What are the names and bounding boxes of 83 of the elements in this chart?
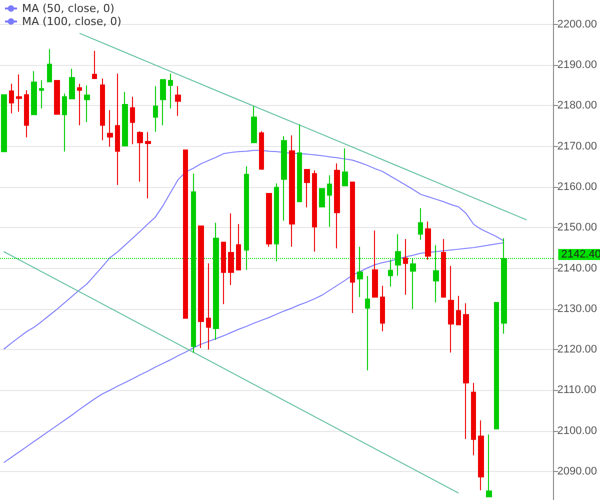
candlestick: [441, 238, 446, 298]
candlestick: [357, 246, 363, 298]
candlestick: [244, 166, 249, 270]
y-tick-label: 2090.00: [557, 466, 598, 478]
y-tick-label: 2150.00: [557, 222, 598, 234]
candlestick: [1, 94, 7, 152]
candlestick: [403, 238, 408, 296]
y-tick-label: 2130.00: [557, 302, 598, 315]
candlestick: [289, 134, 295, 248]
y-tick-label: 2110.00: [557, 384, 596, 396]
candlestick: [410, 258, 416, 310]
candlestick: [137, 130, 143, 182]
y-tick-label: 2160.00: [557, 180, 598, 193]
candlestick: [145, 132, 151, 199]
candlestick: [448, 265, 454, 353]
candlestick: [350, 182, 355, 314]
candlestick: [425, 221, 431, 260]
candlestick: [471, 382, 476, 456]
candlestick: [342, 148, 348, 186]
candlestick: [478, 420, 484, 491]
candlestick: [130, 96, 135, 145]
candlestick: [107, 110, 113, 148]
candlestick: [486, 434, 492, 498]
candlestick: [274, 182, 279, 262]
candlestick: [433, 244, 439, 303]
line-series: [79, 32, 528, 220]
legend-label: MA (50, close, 0): [22, 2, 114, 15]
candlestick: [39, 80, 44, 110]
candlestick: [463, 302, 469, 440]
candlestick: [365, 276, 370, 371]
y-tick-label: 2200.00: [557, 18, 598, 30]
candlestick: [62, 92, 67, 152]
candlestick: [183, 150, 188, 319]
candlestick: [47, 48, 52, 82]
candlestick: [54, 80, 60, 115]
candlestick: [160, 79, 166, 126]
candlestick: [69, 68, 75, 100]
line-series: [3, 251, 460, 494]
y-tick-label: 2100.00: [557, 424, 598, 437]
candlestick: [221, 242, 226, 305]
candlestick: [16, 74, 22, 112]
candlestick: [213, 222, 219, 340]
candlestick: [259, 130, 264, 170]
candlestick: [334, 162, 340, 249]
candlestick: [9, 83, 14, 114]
candlestick: [418, 208, 423, 240]
candlestick: [251, 106, 257, 144]
candlestick: [319, 188, 325, 208]
candlestick: [372, 230, 378, 298]
candlestick: [327, 174, 332, 228]
candlestick: [388, 259, 393, 288]
candlestick: [31, 70, 37, 116]
candlestick: [395, 234, 401, 276]
candlestick: [153, 86, 158, 132]
legend-label: MA (100, close, 0): [22, 15, 122, 28]
candlestick: [501, 238, 507, 334]
candlestick: [168, 73, 173, 110]
candlestick: [228, 212, 234, 286]
candlestick: [206, 262, 211, 350]
y-tick-label: 2120.00: [557, 344, 598, 356]
candlestick: [380, 285, 385, 332]
y-tick-label: 2180.00: [557, 100, 598, 112]
candlestick: [456, 295, 461, 326]
candlestick: [92, 50, 97, 79]
y-tick-label: 2190.00: [557, 59, 598, 72]
candlestick: [312, 170, 317, 252]
candlestick: [115, 73, 120, 186]
y-tick-label: 2140.00: [557, 262, 598, 274]
candlestick: [297, 124, 302, 202]
candlestick: [24, 90, 29, 138]
y-tick-label: 2170.00: [557, 140, 598, 152]
candlestick: [84, 84, 90, 122]
candlestick: [100, 78, 105, 141]
candlestick: [77, 83, 82, 126]
candlestick: [175, 86, 181, 116]
candlestick: [198, 226, 204, 348]
candlestick: [236, 223, 241, 270]
candlestick: [191, 173, 196, 354]
candlestick: [266, 192, 272, 248]
candlestick: [281, 136, 287, 222]
candlestick: [304, 169, 310, 208]
candlestick: [122, 91, 128, 146]
candlestick: [494, 302, 499, 430]
